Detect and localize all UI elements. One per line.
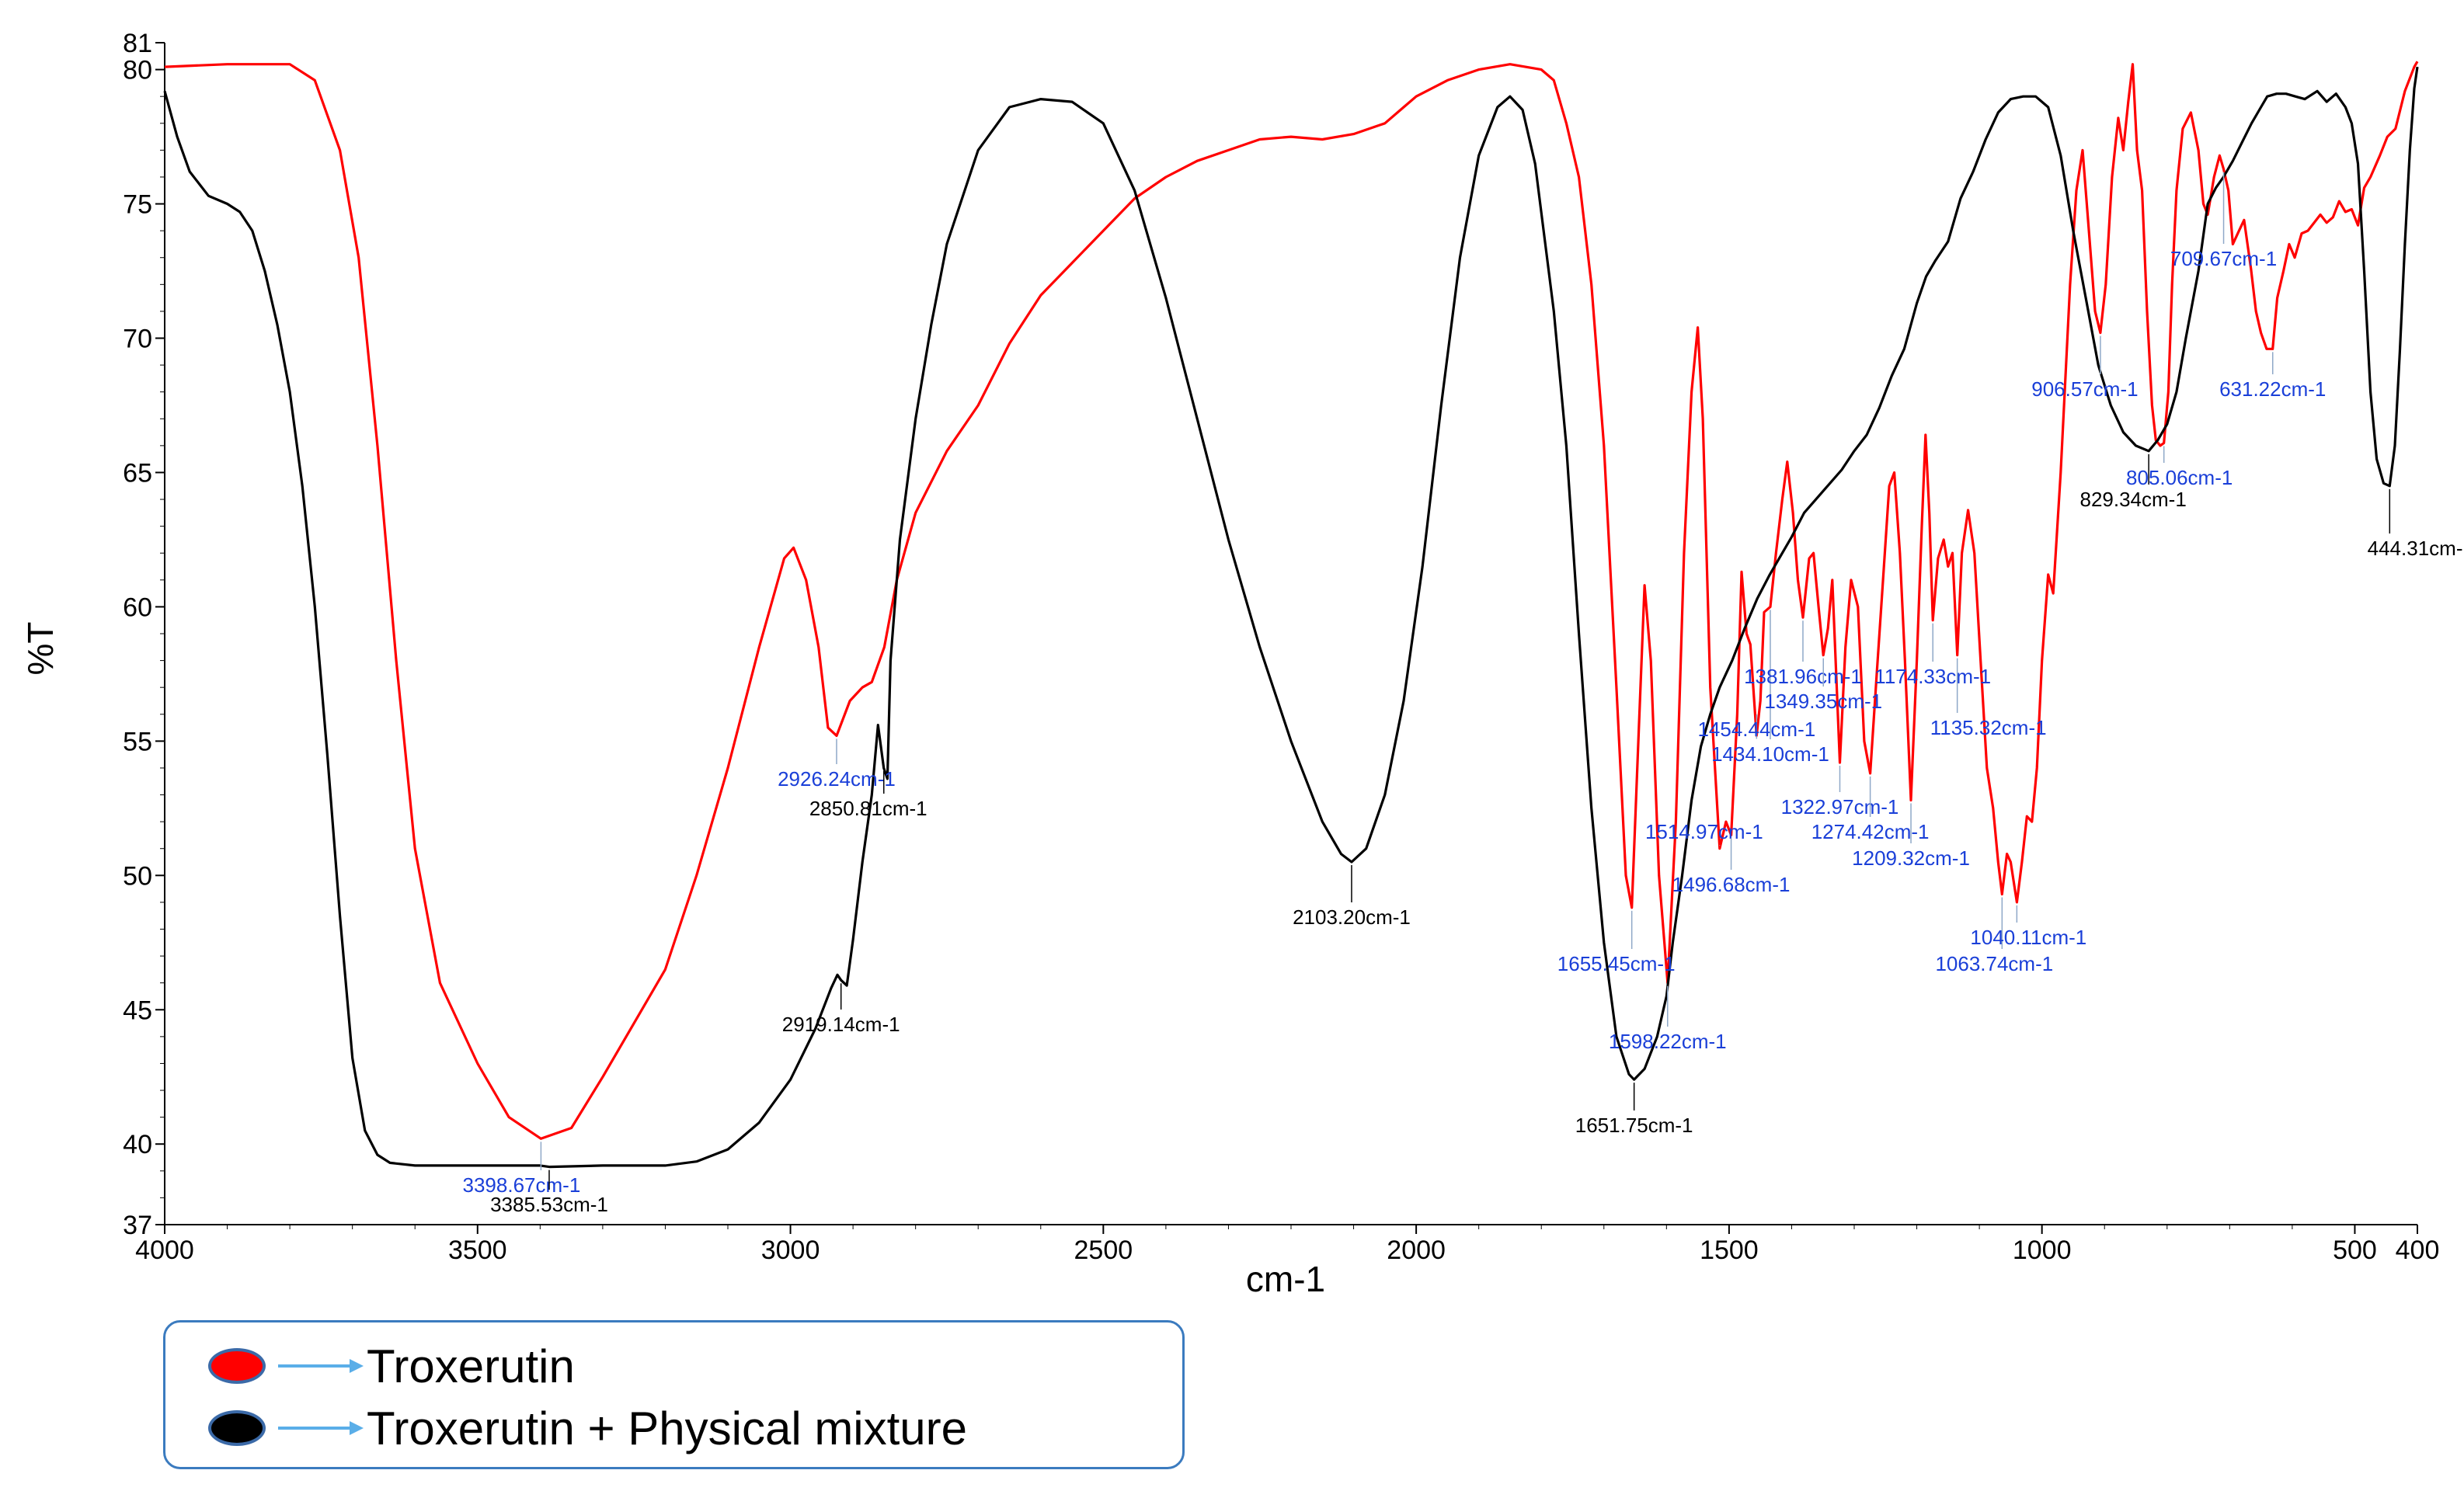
x-tick-label: 2500 — [1074, 1236, 1133, 1265]
legend-swatch-black — [208, 1410, 266, 1446]
peak-label: 1651.75cm-1 — [1575, 1114, 1693, 1137]
peak-label: 1040.11cm-1 — [1970, 926, 2086, 949]
legend-item-troxerutin: Troxerutin — [208, 1335, 575, 1397]
peak-label: 805.06cm-1 — [2126, 466, 2233, 489]
y-tick-label: 37 — [123, 1211, 152, 1240]
y-tick-label: 60 — [123, 593, 152, 622]
y-tick-label: 81 — [123, 29, 152, 58]
peak-label: 1174.33cm-1 — [1874, 665, 1991, 688]
x-tick-label: 4000 — [135, 1236, 194, 1265]
peak-label: 1349.35cm-1 — [1764, 690, 1882, 713]
peak-label: 1434.10cm-1 — [1711, 742, 1829, 766]
peak-label: 1655.45cm-1 — [1557, 952, 1676, 975]
peak-label: 1454.44cm-1 — [1697, 718, 1815, 741]
peak-label: 1274.42cm-1 — [1811, 820, 1930, 843]
peak-label: 1381.96cm-1 — [1744, 665, 1862, 688]
legend-label: Troxerutin + Physical mixture — [367, 1402, 968, 1455]
peak-label: 1598.22cm-1 — [1609, 1030, 1727, 1053]
x-tick-label: 3000 — [761, 1236, 820, 1265]
peak-label: 3398.67cm-1 — [463, 1173, 581, 1197]
series-line-troxerutin — [164, 61, 2419, 1140]
x-tick-label: 400 — [2396, 1236, 2440, 1265]
peak-label: 2850.81cm-1 — [809, 797, 927, 820]
peak-label: 1322.97cm-1 — [1781, 795, 1899, 818]
peak-label: 2103.20cm-1 — [1293, 905, 1411, 929]
peak-label: 444.31cm-1 — [2368, 537, 2464, 560]
x-tick-label: 500 — [2333, 1236, 2377, 1265]
series-line-physical-mixture — [163, 66, 2419, 1169]
chart-series-layer — [163, 61, 2419, 1169]
x-tick-label: 1000 — [2013, 1236, 2072, 1265]
x-tick-label: 1500 — [1700, 1236, 1759, 1265]
peak-label: 1209.32cm-1 — [1852, 846, 1970, 870]
peak-label: 1135.32cm-1 — [1930, 716, 2047, 739]
peak-label: 631.22cm-1 — [2219, 377, 2326, 401]
peak-label: 1063.74cm-1 — [1935, 952, 2053, 975]
peak-label: 906.57cm-1 — [2031, 377, 2138, 401]
y-tick-label: 80 — [123, 56, 152, 85]
arrow-right-icon — [278, 1420, 364, 1436]
x-tick-label: 2000 — [1387, 1236, 1446, 1265]
x-tick-label: 3500 — [448, 1236, 507, 1265]
peak-label: 829.34cm-1 — [2079, 488, 2186, 511]
chart-legend: Troxerutin Troxerutin + Physical mixture — [163, 1320, 1185, 1469]
legend-label: Troxerutin — [367, 1340, 575, 1392]
peak-label: 1496.68cm-1 — [1672, 873, 1791, 896]
y-tick-label: 50 — [123, 861, 152, 891]
peak-label: 3385.53cm-1 — [490, 1193, 608, 1216]
y-tick-label: 40 — [123, 1130, 152, 1159]
legend-swatch-red — [208, 1348, 266, 1384]
y-tick-label: 70 — [123, 325, 152, 354]
y-axis-title: %T — [20, 622, 61, 676]
peak-label: 2926.24cm-1 — [778, 767, 896, 791]
arrow-right-icon — [278, 1358, 364, 1374]
peak-label: 1514.97cm-1 — [1645, 820, 1763, 843]
peak-annotation-layer: 3398.67cm-1 2926.24cm-1 1655.45cm-1 1598.22… — [463, 172, 2464, 1216]
y-tick-label: 45 — [123, 996, 152, 1025]
y-tick-label: 65 — [123, 458, 152, 488]
x-axis-title: cm-1 — [1246, 1259, 1325, 1299]
legend-item-physical-mixture: Troxerutin + Physical mixture — [208, 1397, 967, 1459]
peak-label: 709.67cm-1 — [2170, 247, 2277, 270]
y-tick-label: 55 — [123, 727, 152, 756]
peak-label: 2919.14cm-1 — [782, 1013, 900, 1036]
chart-axes: 4000 3500 3000 2500 2000 1500 1000 500 400 37 40 45… — [123, 29, 2439, 1265]
y-tick-label: 75 — [123, 190, 152, 220]
